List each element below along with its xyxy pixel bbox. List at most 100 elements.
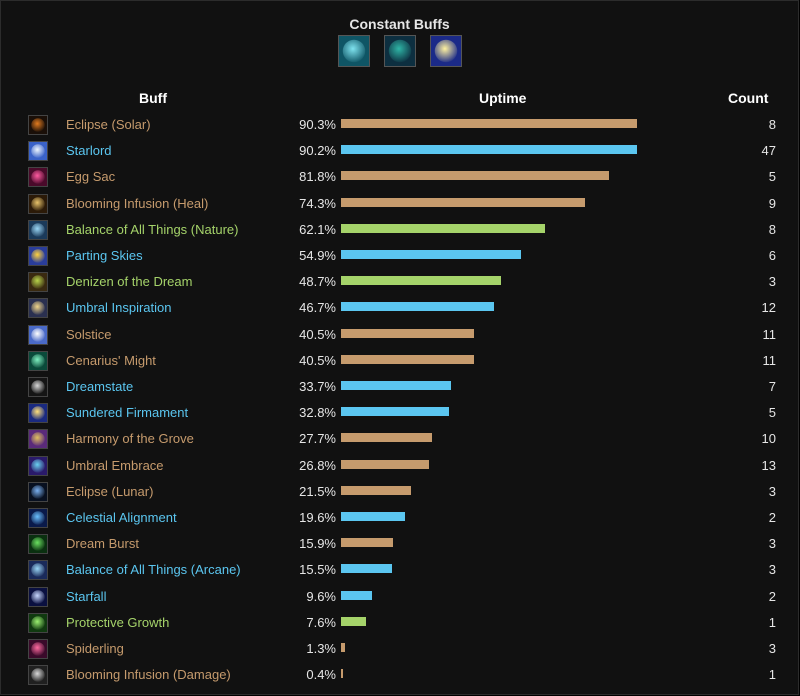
table-row: Starfall 9.6% 2: [1, 584, 798, 610]
count-column-header[interactable]: Count: [728, 90, 769, 106]
buff-name[interactable]: Dreamstate: [66, 379, 134, 394]
buff-name[interactable]: Parting Skies: [66, 248, 143, 263]
dreamstate-icon[interactable]: [28, 377, 48, 397]
buff-name[interactable]: Blooming Infusion (Damage): [66, 667, 231, 683]
table-row: Denizen of the Dream 48.7% 3: [1, 269, 798, 295]
dream-burst-icon[interactable]: [28, 534, 48, 555]
buff-count: 3: [768, 483, 776, 499]
uptime-percent: 40.5%: [299, 352, 336, 368]
table-row: Balance of All Things (Nature) 62.1% 8: [1, 217, 798, 243]
eclipse-lunar-icon[interactable]: [28, 481, 48, 502]
umbral-inspiration-icon[interactable]: [28, 298, 48, 319]
buff-name[interactable]: Blooming Infusion (Heal): [66, 195, 209, 211]
buff-name[interactable]: Eclipse (Solar): [66, 117, 151, 132]
uptime-bar: [341, 119, 637, 128]
treant-icon[interactable]: [383, 35, 416, 67]
buff-count: 3: [768, 274, 776, 290]
uptime-percent: 90.2%: [299, 143, 336, 159]
spiderling-icon[interactable]: [28, 639, 48, 659]
eclipse-solar-icon[interactable]: [28, 115, 48, 135]
uptime-bar: [341, 171, 610, 181]
uptime-bar: [341, 223, 545, 233]
table-row: Blooming Infusion (Damage) 0.4% 1: [1, 662, 798, 688]
uptime-percent: 0.4%: [306, 667, 336, 683]
uptime-percent: 33.7%: [299, 379, 336, 394]
table-row: Umbral Inspiration 46.7% 12: [1, 295, 798, 321]
table-row: Protective Growth 7.6% 1: [1, 610, 798, 636]
buff-name[interactable]: Denizen of the Dream: [66, 274, 193, 290]
buff-name[interactable]: Dream Burst: [66, 536, 139, 552]
table-row: Solstice 40.5% 11: [1, 322, 798, 348]
buff-name[interactable]: Egg Sac: [66, 169, 116, 185]
buff-name[interactable]: Eclipse (Lunar): [66, 483, 154, 499]
denizen-dream-icon[interactable]: [28, 272, 48, 293]
solstice-icon[interactable]: [28, 324, 48, 345]
buff-name[interactable]: Starlord: [66, 143, 112, 159]
buff-count: 47: [761, 143, 776, 159]
cenarius-might-icon[interactable]: [28, 350, 48, 371]
buff-column-header[interactable]: Buff: [139, 90, 167, 106]
uptime-percent: 32.8%: [299, 405, 336, 421]
solar-lunar-icon[interactable]: [429, 35, 462, 67]
starlord-icon[interactable]: [28, 141, 48, 162]
buff-name[interactable]: Balance of All Things (Nature): [66, 221, 239, 237]
buff-name[interactable]: Umbral Inspiration: [66, 300, 172, 316]
table-row: Dream Burst 15.9% 3: [1, 531, 798, 557]
egg-sac-icon[interactable]: [28, 167, 48, 188]
uptime-percent: 90.3%: [299, 117, 336, 132]
uptime-percent: 48.7%: [299, 274, 336, 290]
uptime-bar: [341, 407, 449, 417]
uptime-percent: 26.8%: [299, 457, 336, 473]
blooming-infusion-icon[interactable]: [28, 193, 48, 214]
buff-count: 1: [768, 667, 776, 683]
blooming-infusion-damage-icon[interactable]: [28, 665, 48, 686]
balance-arcane-icon[interactable]: [28, 560, 48, 581]
constant-buff-icons: [1, 35, 798, 67]
buff-name[interactable]: Cenarius' Might: [66, 352, 156, 368]
buff-count: 3: [768, 562, 776, 578]
leaf-icon[interactable]: [337, 35, 370, 67]
buff-count: 2: [768, 510, 776, 525]
table-row: Parting Skies 54.9% 6: [1, 243, 798, 269]
table-row: Spiderling 1.3% 3: [1, 636, 798, 662]
uptime-bar: [341, 354, 474, 364]
table-row: Dreamstate 33.7% 7: [1, 374, 798, 400]
protective-growth-icon[interactable]: [28, 612, 48, 633]
table-row: Eclipse (Lunar) 21.5% 3: [1, 479, 798, 505]
buff-name[interactable]: Spiderling: [66, 641, 124, 656]
starfall-icon[interactable]: [28, 586, 48, 607]
sundered-firmament-icon[interactable]: [28, 403, 48, 424]
buff-name[interactable]: Starfall: [66, 588, 107, 604]
uptime-bar: [341, 643, 346, 652]
buff-name[interactable]: Celestial Alignment: [66, 510, 177, 525]
uptime-percent: 40.5%: [299, 326, 336, 342]
umbral-embrace-icon[interactable]: [28, 455, 48, 476]
uptime-percent: 81.8%: [299, 169, 336, 185]
uptime-percent: 54.9%: [299, 248, 336, 263]
harmony-grove-icon[interactable]: [28, 429, 48, 450]
buff-count: 9: [768, 195, 776, 211]
buff-count: 3: [768, 536, 776, 552]
uptime-bar: [341, 512, 406, 521]
buff-count: 8: [768, 117, 776, 132]
parting-skies-icon[interactable]: [28, 246, 48, 266]
buff-name[interactable]: Harmony of the Grove: [66, 431, 194, 447]
uptime-bar: [341, 459, 429, 469]
uptime-percent: 74.3%: [299, 195, 336, 211]
table-row: Harmony of the Grove 27.7% 10: [1, 426, 798, 452]
uptime-bar: [341, 328, 474, 338]
balance-nature-icon[interactable]: [28, 219, 48, 240]
uptime-percent: 7.6%: [306, 614, 336, 630]
uptime-bar: [341, 197, 585, 207]
buff-name[interactable]: Solstice: [66, 326, 112, 342]
buff-name[interactable]: Protective Growth: [66, 614, 170, 630]
table-row: Cenarius' Might 40.5% 11: [1, 348, 798, 374]
buff-name[interactable]: Balance of All Things (Arcane): [66, 562, 241, 578]
uptime-bar: [341, 250, 521, 259]
buff-name[interactable]: Umbral Embrace: [66, 457, 164, 473]
buff-count: 11: [762, 352, 777, 368]
uptime-percent: 19.6%: [299, 510, 336, 525]
uptime-column-header[interactable]: Uptime: [479, 90, 527, 106]
celestial-alignment-icon[interactable]: [28, 508, 48, 528]
buff-name[interactable]: Sundered Firmament: [66, 405, 189, 421]
